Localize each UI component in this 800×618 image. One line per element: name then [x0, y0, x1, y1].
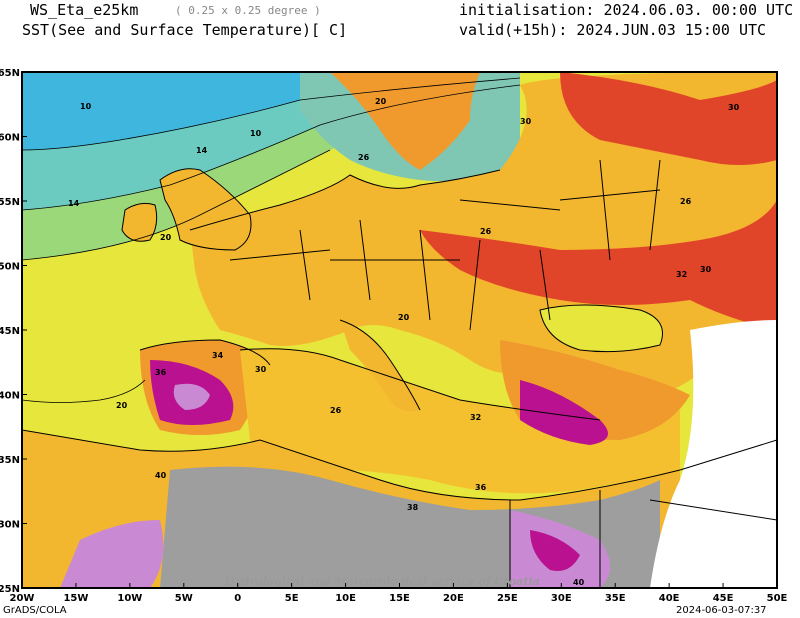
longitude-axis: 20W 15W 10W 5W 0 5E 10E 15E 20E 25E 30E 35E 40E 45E 50… [10, 583, 788, 604]
no-data-east [650, 320, 777, 588]
lon-tick-label: 30E [551, 593, 572, 604]
contour-label: 30 [255, 365, 267, 374]
contour-label: 26 [680, 197, 692, 206]
lon-tick-label: 15E [389, 593, 410, 604]
contour-labels: 10 10 14 14 20 20 20 20 26 26 26 26 30 3… [68, 97, 740, 587]
contour-label: 38 [407, 503, 419, 512]
field-title: SST(See and Surface Temperature)[ C] [22, 21, 348, 39]
latitude-axis: 65N 60N 55N 50N 45N 40N 35N 30N 25N [0, 68, 27, 595]
lat-tick-label: 55N [0, 197, 20, 208]
lat-tick-label: 60N [0, 133, 20, 144]
contour-label: 20 [116, 401, 128, 410]
contour-label: 30 [520, 117, 532, 126]
contour-label: 26 [480, 227, 492, 236]
lon-tick-label: 40E [659, 593, 680, 604]
contour-label: 30 [700, 265, 712, 274]
lon-tick-label: 20E [443, 593, 464, 604]
resolution-note: ( 0.25 x 0.25 degree ) [175, 4, 321, 17]
lon-tick-label: 15W [63, 593, 88, 604]
lat-tick-label: 65N [0, 68, 20, 79]
software-credit: GrADS/COLA [3, 605, 67, 616]
contour-label: 34 [212, 351, 224, 360]
lon-tick-label: 5E [285, 593, 299, 604]
contour-label: 14 [68, 199, 80, 208]
render-timestamp: 2024-06-03-07:37 [676, 605, 767, 616]
contour-label: 26 [330, 406, 342, 415]
isotherms [22, 77, 521, 403]
lon-tick-label: 25E [497, 593, 518, 604]
model-title: WS_Eta_e25km [30, 1, 139, 19]
lon-tick-label: 5W [175, 593, 193, 604]
country-borders [22, 159, 777, 588]
lon-tick-label: 20W [10, 593, 35, 604]
land-britain [160, 168, 251, 250]
sea-cold-band [22, 72, 520, 150]
contour-label: 26 [358, 153, 370, 162]
valid-time: valid(+15h): 2024.JUN.03 15:00 UTC [459, 21, 767, 39]
contour-label: 10 [250, 129, 262, 138]
lon-tick-label: 10E [335, 593, 356, 604]
lat-tick-label: 50N [0, 262, 20, 273]
land-hot-east [420, 200, 777, 330]
watermark: Hydrological and Meteorological service … [224, 575, 540, 588]
lon-tick-label: 50E [767, 593, 788, 604]
contour-label: 36 [475, 483, 487, 492]
land-hot-northeast [560, 72, 777, 165]
turkey-hot [520, 380, 608, 445]
black-sea [540, 305, 663, 352]
contour-label: 40 [155, 471, 167, 480]
mediterranean [240, 348, 680, 494]
lat-tick-label: 35N [0, 455, 20, 466]
lat-tick-label: 40N [0, 391, 20, 402]
contour-label: 20 [160, 233, 172, 242]
contour-label: 10 [80, 102, 92, 111]
lon-tick-label: 0 [234, 593, 241, 604]
iberia-extreme [173, 383, 210, 410]
lat-tick-label: 30N [0, 520, 20, 531]
init-time: initialisation: 2024.06.03. 00:00 UTC [459, 1, 794, 19]
contour-label: 20 [398, 313, 410, 322]
contour-label: 30 [728, 103, 740, 112]
contour-label: 20 [375, 97, 387, 106]
contour-label: 32 [676, 270, 687, 279]
lon-tick-label: 10W [117, 593, 142, 604]
land-ireland [122, 203, 157, 242]
contour-label: 36 [155, 368, 167, 377]
egypt-hot [530, 530, 580, 571]
lon-tick-label: 35E [605, 593, 626, 604]
lon-tick-label: 45E [713, 593, 734, 604]
contour-label: 32 [470, 413, 481, 422]
lat-tick-label: 25N [0, 584, 20, 595]
contour-label: 14 [196, 146, 208, 155]
land-italy [340, 320, 420, 412]
map-field: Hydrological and Meteorological service … [22, 72, 777, 588]
lat-tick-label: 45N [0, 326, 20, 337]
africa-extreme-west [60, 520, 164, 588]
contour-label: 40 [573, 578, 585, 587]
